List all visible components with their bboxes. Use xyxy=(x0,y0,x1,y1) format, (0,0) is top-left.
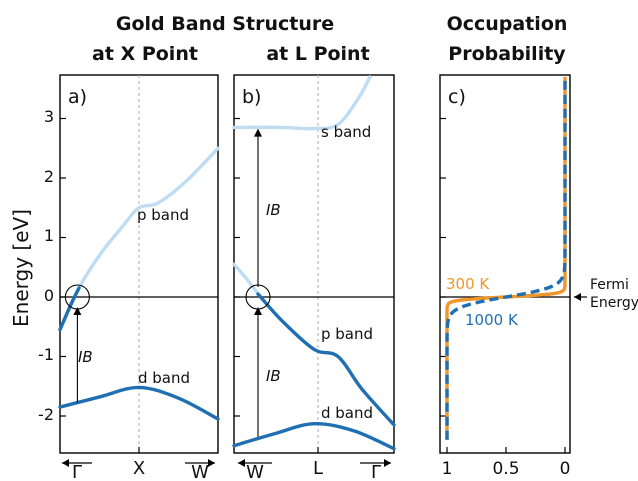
xtick-label-l: L xyxy=(313,458,323,479)
ib-arrow-a-head xyxy=(73,307,82,315)
fermi-label-line1: Fermi xyxy=(590,277,629,293)
panel-c-title-line1: Occupation xyxy=(447,13,568,35)
annotation-p-band-a: p band xyxy=(137,206,189,224)
xtick-label-x: X xyxy=(133,458,145,479)
fermi-label-line2: Energy xyxy=(590,295,638,311)
panel-c-frame xyxy=(439,74,571,454)
band-curve xyxy=(232,262,260,296)
band-curve xyxy=(232,75,372,131)
annotation-p-band-b: p band xyxy=(321,325,373,343)
label-1000k: 1000 K xyxy=(465,311,519,329)
xtick-label-c: 0.5 xyxy=(492,459,519,479)
x-direction-arrow-head xyxy=(238,459,245,467)
ib-arrow-b-upper-head xyxy=(254,128,262,137)
y-axis-label: Energy [eV] xyxy=(9,209,33,327)
ytick-label: -1 xyxy=(38,345,54,364)
x-direction-arrow-head xyxy=(208,459,215,467)
xtick-label-c: 1 xyxy=(442,459,453,479)
occupation-1000k xyxy=(445,76,567,440)
panel-b-title: at L Point xyxy=(266,43,369,65)
annotation-ib-a: IB xyxy=(78,348,93,366)
annotation-ib-b-lower: IB xyxy=(266,367,281,385)
label-300k: 300 K xyxy=(446,275,490,293)
xtick-label-c: 0 xyxy=(560,459,571,479)
band-curve xyxy=(58,286,81,332)
xtick-label-gamma-b: Γ xyxy=(371,462,381,481)
panel-c-label: c) xyxy=(448,86,466,108)
band-curve xyxy=(232,422,396,451)
annotation-ib-b-upper: IB xyxy=(266,201,281,219)
panel-a-title: at X Point xyxy=(92,43,198,65)
annotation-d-band-a: d band xyxy=(138,369,190,387)
band-curve xyxy=(58,385,220,421)
ytick-label: 0 xyxy=(44,286,54,305)
x-direction-arrow-head xyxy=(384,459,391,467)
xtick-label-gamma-a: Γ xyxy=(72,462,82,481)
ib-arrow-b-lower-head xyxy=(254,307,262,315)
ytick-label: 2 xyxy=(44,167,54,186)
x-direction-arrow-head xyxy=(62,459,69,467)
ytick-label: -2 xyxy=(38,405,54,424)
occupation-300k xyxy=(445,76,567,440)
annotation-d-band-b: d band xyxy=(321,404,373,422)
xtick-label-w-b: W xyxy=(246,462,264,481)
panel-b-label: b) xyxy=(242,86,261,108)
panel-a-label: a) xyxy=(68,86,87,108)
panel-c-title-line2: Probability xyxy=(448,43,566,65)
main-title: Gold Band Structure xyxy=(116,13,334,35)
xtick-label-w-a: W xyxy=(191,462,209,481)
fermi-arrow-head xyxy=(574,293,581,301)
annotation-s-band: s band xyxy=(321,123,371,141)
ytick-label: 1 xyxy=(44,226,54,245)
ytick-label: 3 xyxy=(44,107,54,126)
band-curve xyxy=(256,292,396,427)
